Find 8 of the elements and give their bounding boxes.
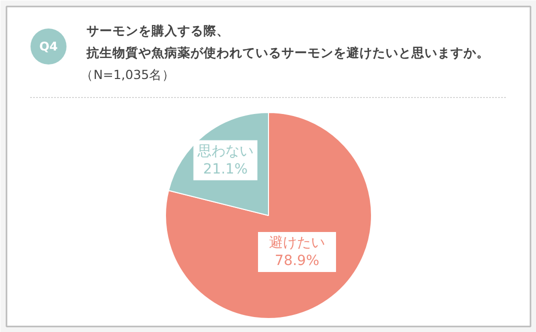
data-label: 21.1% [203,161,248,178]
chart-subtitle: 抗生物質や魚病薬が使われているサーモンを避けたいと思いますか。 [86,45,490,60]
text: Q4 [39,40,58,54]
data-label: 78.9% [274,253,320,270]
text: （N=1,035名） [80,67,176,82]
chart-title: サーモンを購入する際、 [86,23,230,38]
slice-label: 避けたい [269,235,326,252]
slice-label: 思わない [196,143,254,160]
